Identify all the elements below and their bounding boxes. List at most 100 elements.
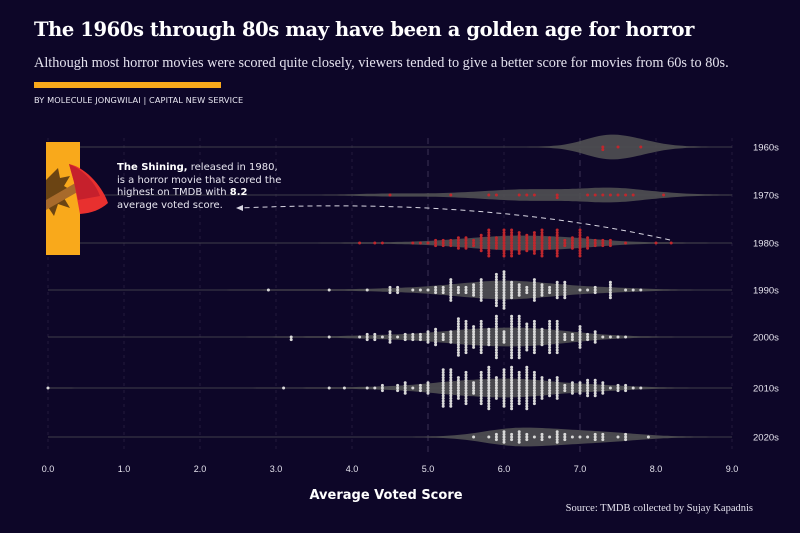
data-point	[532, 345, 536, 349]
data-point	[434, 332, 438, 336]
data-point	[494, 383, 498, 387]
data-point	[479, 399, 483, 403]
data-point	[532, 351, 536, 355]
data-point	[464, 325, 468, 329]
data-point	[540, 330, 544, 334]
data-point	[578, 249, 582, 253]
data-point	[578, 288, 582, 292]
data-point	[532, 236, 536, 240]
data-point	[502, 338, 506, 342]
row-label: 2010s	[753, 384, 779, 395]
data-point	[525, 236, 529, 240]
data-point	[449, 368, 453, 372]
data-point	[548, 351, 552, 355]
data-point	[517, 430, 521, 434]
data-point	[487, 386, 491, 390]
data-point	[532, 330, 536, 334]
data-point	[449, 396, 453, 400]
data-point	[510, 244, 514, 248]
data-point	[517, 246, 521, 250]
data-point	[388, 332, 392, 336]
data-point	[601, 241, 605, 245]
data-point	[593, 241, 597, 245]
data-point	[570, 236, 574, 240]
data-point	[494, 304, 498, 308]
data-point	[418, 241, 422, 245]
data-point	[479, 296, 483, 300]
data-point	[608, 288, 612, 292]
data-point	[403, 386, 407, 390]
data-point	[510, 322, 514, 326]
data-point	[441, 381, 445, 385]
data-point	[517, 319, 521, 323]
data-point	[46, 386, 50, 390]
data-point	[578, 340, 582, 344]
data-point	[555, 196, 559, 200]
data-point	[540, 335, 544, 339]
data-point	[494, 241, 498, 245]
data-point	[456, 378, 460, 382]
data-point	[540, 246, 544, 250]
data-point	[525, 378, 529, 382]
data-point	[593, 332, 597, 336]
data-point	[517, 435, 521, 439]
data-point	[548, 389, 552, 393]
data-point	[434, 338, 438, 342]
data-point	[548, 319, 552, 323]
data-point	[517, 373, 521, 377]
data-point	[494, 280, 498, 284]
data-point	[418, 386, 422, 390]
data-point	[456, 236, 460, 240]
data-point	[525, 345, 529, 349]
data-point	[487, 335, 491, 339]
data-point	[434, 285, 438, 289]
data-point	[532, 343, 536, 347]
data-point	[510, 338, 514, 342]
data-point	[464, 288, 468, 292]
data-point	[487, 236, 491, 240]
data-point	[396, 383, 400, 387]
data-point	[532, 249, 536, 253]
data-point	[510, 280, 514, 284]
data-point	[510, 404, 514, 408]
data-point	[525, 383, 529, 387]
data-point	[608, 280, 612, 284]
data-point	[517, 285, 521, 289]
data-point	[593, 291, 597, 295]
data-point	[479, 378, 483, 382]
data-point	[525, 285, 529, 289]
data-point	[494, 345, 498, 349]
data-point	[502, 298, 506, 302]
data-point	[502, 402, 506, 406]
data-point	[555, 293, 559, 297]
data-point	[456, 246, 460, 250]
data-point	[456, 345, 460, 349]
data-point	[616, 435, 620, 439]
data-point	[608, 386, 612, 390]
data-point	[380, 241, 384, 245]
data-point	[502, 304, 506, 308]
data-point	[540, 343, 544, 347]
data-point	[532, 319, 536, 323]
data-point	[532, 193, 536, 197]
data-point	[601, 145, 605, 149]
data-point	[411, 288, 415, 292]
data-point	[639, 386, 643, 390]
data-point	[487, 370, 491, 374]
data-point	[517, 370, 521, 374]
data-point	[532, 348, 536, 352]
data-point	[479, 246, 483, 250]
data-point	[403, 381, 407, 385]
data-point	[464, 246, 468, 250]
data-point	[479, 351, 483, 355]
data-point	[510, 345, 514, 349]
data-point	[510, 389, 514, 393]
data-point	[449, 241, 453, 245]
data-point	[449, 399, 453, 403]
data-point	[456, 351, 460, 355]
data-point	[593, 381, 597, 385]
x-tick-label: 0.0	[42, 464, 55, 474]
data-point	[510, 351, 514, 355]
data-point	[426, 340, 430, 344]
data-point	[342, 386, 346, 390]
